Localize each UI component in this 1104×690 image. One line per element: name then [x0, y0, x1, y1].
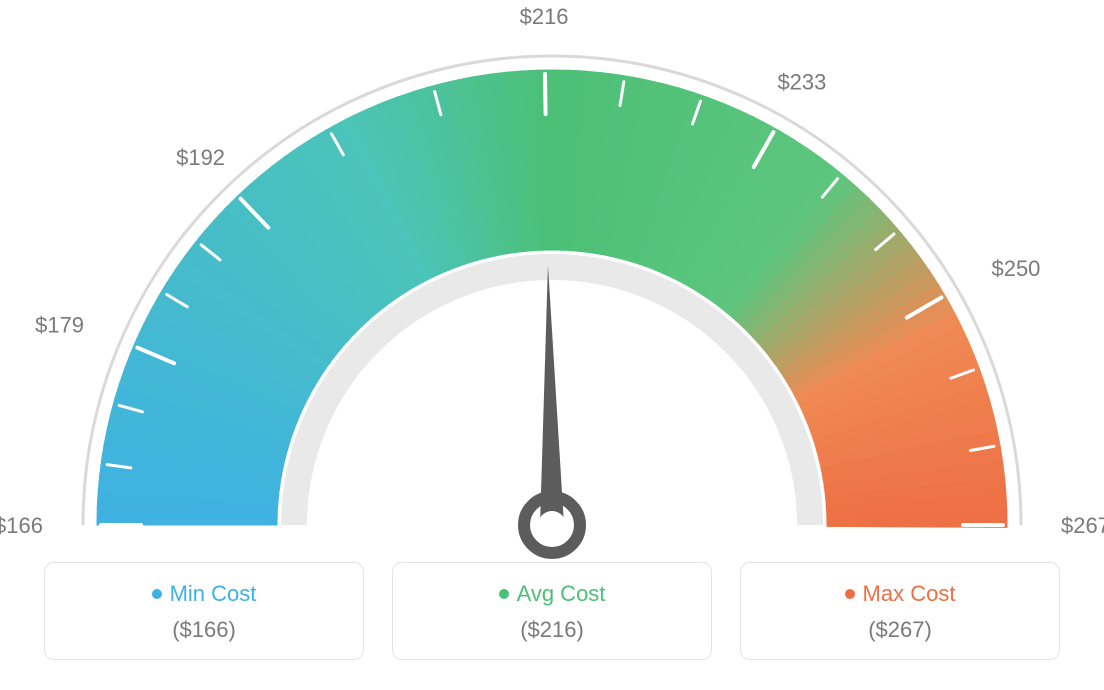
svg-text:$233: $233 — [777, 70, 826, 95]
gauge-chart: $166 $179 $192 $216 $233 $250 $267 — [0, 0, 1104, 560]
svg-text:$192: $192 — [176, 145, 225, 170]
legend-label-avg: Avg Cost — [517, 581, 606, 607]
legend-value-min: ($166) — [55, 617, 353, 643]
legend-card-avg: Avg Cost ($216) — [392, 562, 712, 660]
legend-label-min: Min Cost — [170, 581, 257, 607]
svg-text:$250: $250 — [991, 256, 1040, 281]
legend-value-max: ($267) — [751, 617, 1049, 643]
legend-label-row: Min Cost — [55, 581, 353, 607]
legend-card-min: Min Cost ($166) — [44, 562, 364, 660]
legend-dot-min — [152, 589, 162, 599]
legend-dot-avg — [499, 589, 509, 599]
svg-text:$267: $267 — [1061, 513, 1104, 538]
legend-label-row: Max Cost — [751, 581, 1049, 607]
legend-label-max: Max Cost — [863, 581, 956, 607]
svg-text:$166: $166 — [0, 513, 43, 538]
svg-text:$216: $216 — [520, 4, 569, 29]
legend-dot-max — [845, 589, 855, 599]
legend-row: Min Cost ($166) Avg Cost ($216) Max Cost… — [0, 562, 1104, 660]
gauge-svg: $166 $179 $192 $216 $233 $250 $267 — [0, 0, 1104, 560]
legend-card-max: Max Cost ($267) — [740, 562, 1060, 660]
svg-text:$179: $179 — [35, 313, 84, 338]
legend-label-row: Avg Cost — [403, 581, 701, 607]
legend-value-avg: ($216) — [403, 617, 701, 643]
